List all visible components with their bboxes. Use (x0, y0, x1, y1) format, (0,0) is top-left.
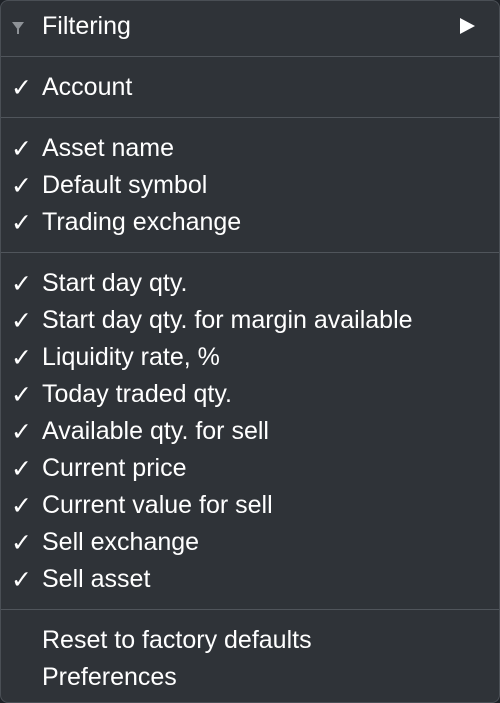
menu-item-label: Sell exchange (42, 528, 200, 556)
menu-separator (1, 609, 499, 610)
filter-icon (12, 22, 24, 34)
menu-item-filtering[interactable]: Filtering (1, 8, 499, 45)
menu-item-sell-asset[interactable]: ✓ Sell asset (1, 561, 499, 598)
menu-item-label: Default symbol (42, 171, 208, 199)
menu-item-label: Asset name (42, 134, 175, 162)
checkmark-icon: ✓ (11, 528, 32, 557)
menu-separator (1, 117, 499, 118)
menu-item-account[interactable]: ✓ Account (1, 69, 499, 106)
menu-item-liquidity-rate[interactable]: ✓ Liquidity rate, % (1, 339, 499, 376)
menu-item-today-traded-qty[interactable]: ✓ Today traded qty. (1, 376, 499, 413)
checkmark-icon: ✓ (11, 134, 32, 163)
menu-item-label: Account (42, 73, 133, 101)
menu-item-reset-defaults[interactable]: Reset to factory defaults (1, 622, 499, 659)
menu-item-label: Current price (42, 454, 187, 482)
checkmark-icon: ✓ (11, 306, 32, 335)
menu-item-label: Trading exchange (42, 208, 242, 236)
menu-item-start-day-qty[interactable]: ✓ Start day qty. (1, 265, 499, 302)
menu-item-label: Liquidity rate, % (42, 343, 220, 371)
menu-item-label: Current value for sell (42, 491, 273, 519)
checkmark-icon: ✓ (11, 380, 32, 409)
menu-item-start-day-qty-margin[interactable]: ✓ Start day qty. for margin available (1, 302, 499, 339)
checkmark-icon: ✓ (11, 491, 32, 520)
checkmark-icon: ✓ (11, 171, 32, 200)
checkmark-icon: ✓ (11, 73, 32, 102)
submenu-arrow-icon (460, 18, 475, 34)
checkmark-icon: ✓ (11, 417, 32, 446)
menu-separator (1, 252, 499, 253)
checkmark-icon: ✓ (11, 343, 32, 372)
menu-item-asset-name[interactable]: ✓ Asset name (1, 130, 499, 167)
menu-item-preferences[interactable]: Preferences (1, 659, 499, 696)
checkmark-icon: ✓ (11, 565, 32, 594)
menu-item-label: Available qty. for sell (42, 417, 269, 445)
menu-item-sell-exchange[interactable]: ✓ Sell exchange (1, 524, 499, 561)
menu-separator (1, 56, 499, 57)
menu-item-trading-exchange[interactable]: ✓ Trading exchange (1, 204, 499, 241)
checkmark-icon: ✓ (11, 454, 32, 483)
menu-item-current-value-for-sell[interactable]: ✓ Current value for sell (1, 487, 499, 524)
menu-item-default-symbol[interactable]: ✓ Default symbol (1, 167, 499, 204)
menu-item-label: Preferences (42, 663, 177, 691)
menu-item-current-price[interactable]: ✓ Current price (1, 450, 499, 487)
menu-item-label: Reset to factory defaults (42, 626, 312, 654)
menu-item-label: Sell asset (42, 565, 151, 593)
menu-item-label: Filtering (42, 12, 131, 40)
menu-item-label: Today traded qty. (42, 380, 232, 408)
menu-item-label: Start day qty. (42, 269, 188, 297)
menu-item-available-qty-for-sell[interactable]: ✓ Available qty. for sell (1, 413, 499, 450)
menu-item-label: Start day qty. for margin available (42, 306, 413, 334)
checkmark-icon: ✓ (11, 208, 32, 237)
checkmark-icon: ✓ (11, 269, 32, 298)
